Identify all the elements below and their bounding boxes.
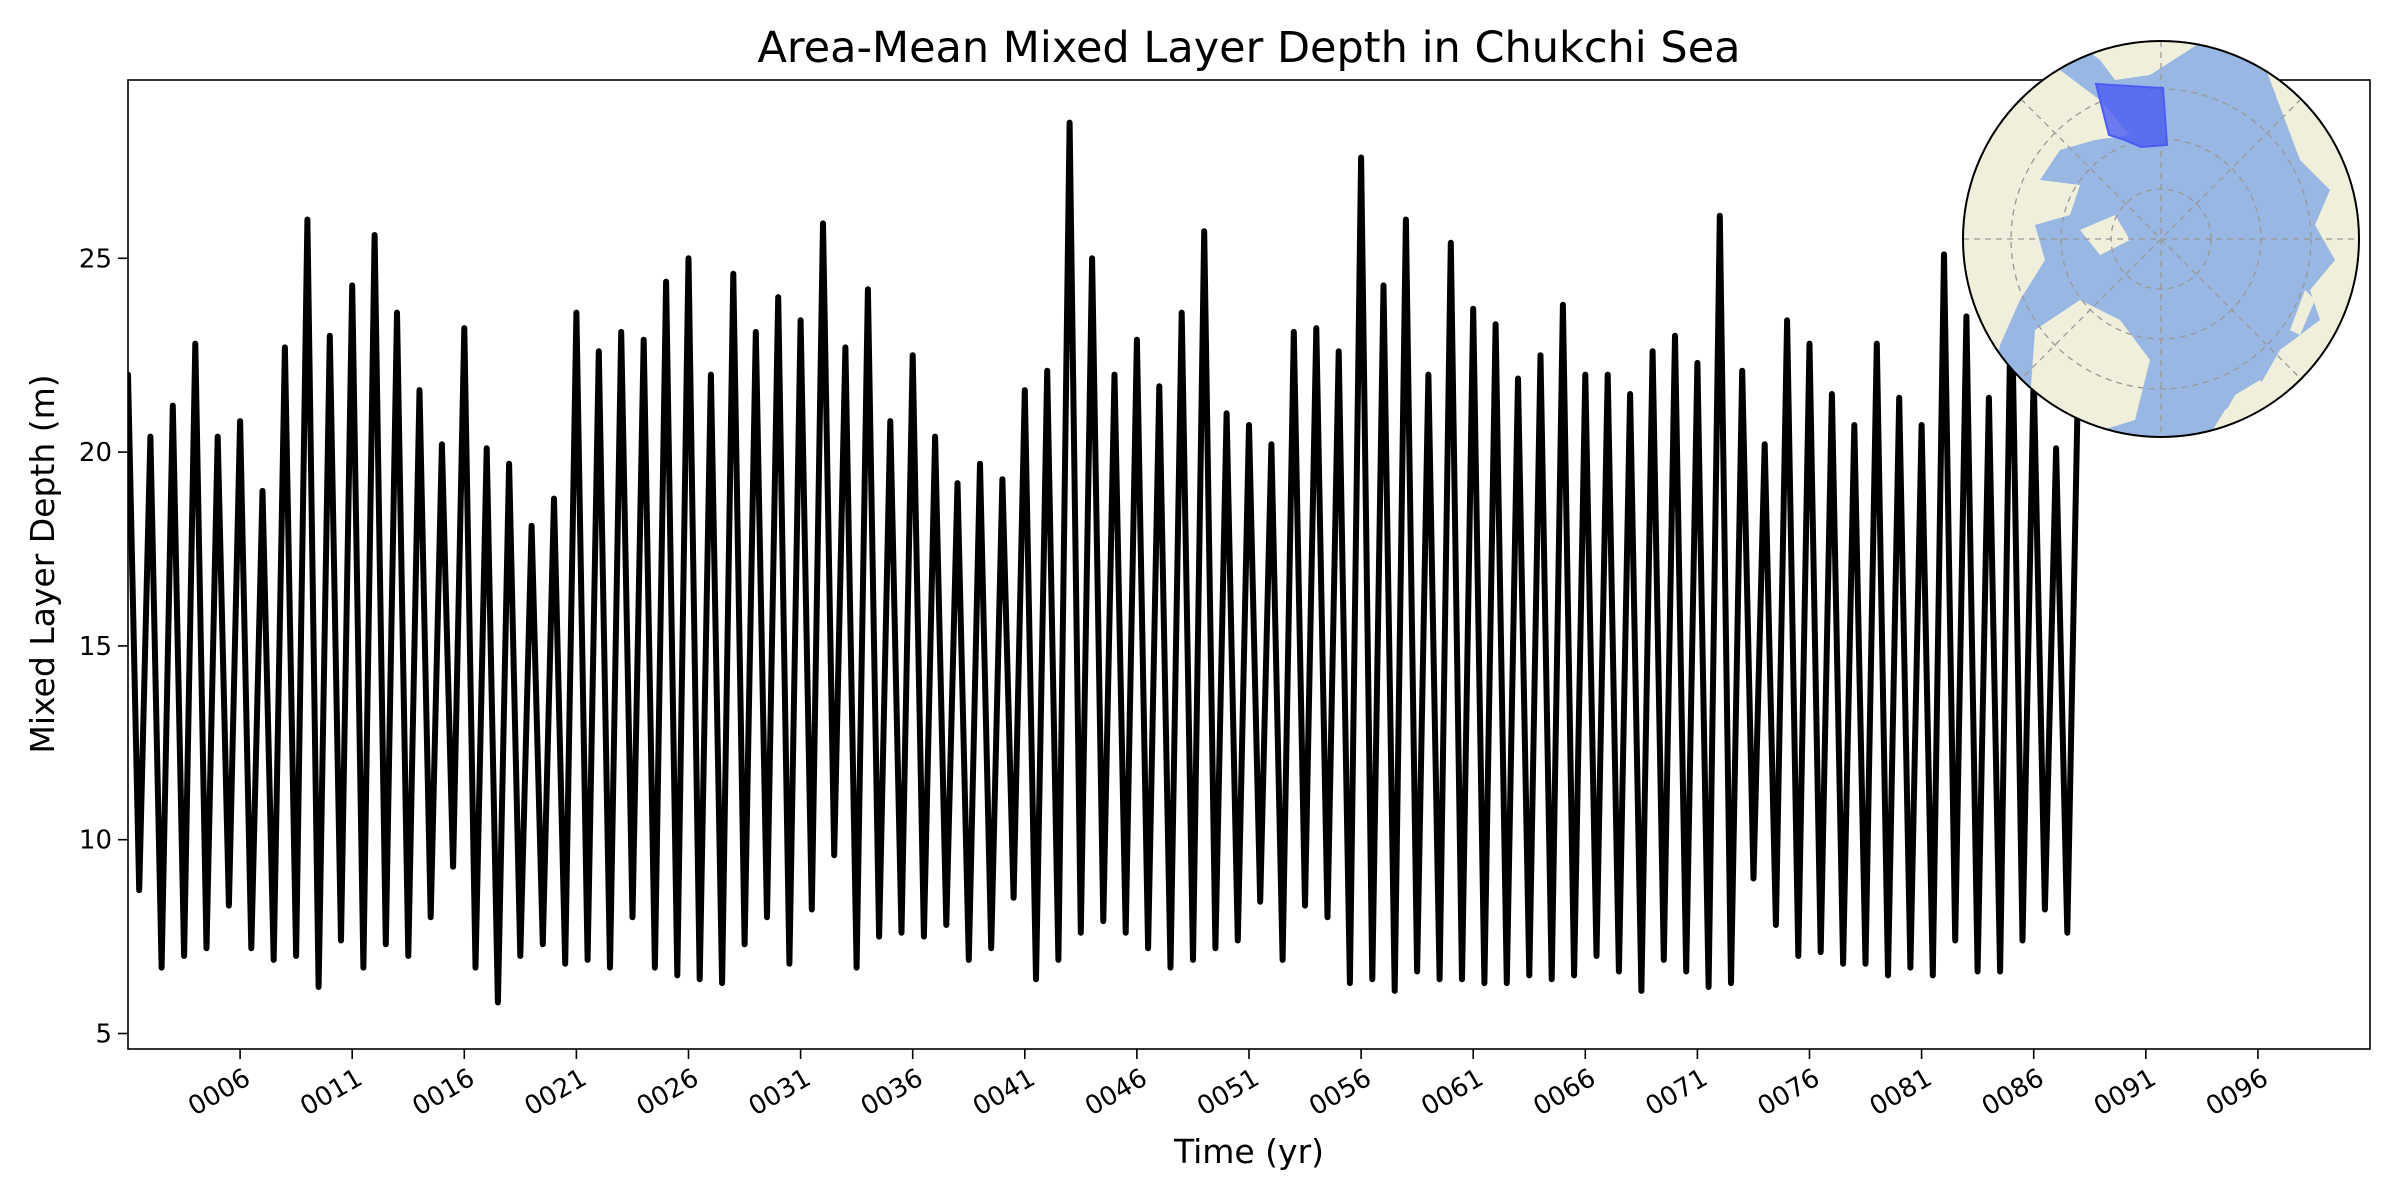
map-land-arctic-archipelago <box>2080 215 2130 255</box>
chart-title: Area-Mean Mixed Layer Depth in Chukchi S… <box>758 23 1741 73</box>
x-tick-label: 0021 <box>520 1063 592 1122</box>
x-tick-label: 0031 <box>744 1063 816 1122</box>
map-land-greenland <box>2030 300 2150 437</box>
x-tick-label: 0051 <box>1192 1063 1264 1122</box>
x-tick-label: 0091 <box>2089 1063 2161 1122</box>
x-tick-label: 0036 <box>856 1063 928 1122</box>
x-tick-label: 0096 <box>2201 1063 2273 1122</box>
x-tick-label: 0026 <box>632 1063 704 1122</box>
chukchi-sea-region <box>2094 82 2169 149</box>
series-line-mixed-layer-depth <box>128 119 2082 1006</box>
y-tick-label: 20 <box>79 438 112 468</box>
x-tick-label: 0041 <box>968 1063 1040 1122</box>
x-tick-label: 0046 <box>1080 1063 1152 1122</box>
x-tick-label: 0061 <box>1416 1063 1488 1122</box>
x-tick-label: 0006 <box>183 1063 255 1122</box>
y-tick-label: 15 <box>79 632 112 662</box>
x-tick-label: 0056 <box>1304 1063 1376 1122</box>
y-tick-label: 5 <box>95 1019 112 1049</box>
x-axis: 0006 0011 0016 0021 0026 0031 0036 0041 0046 0051… <box>183 1049 2273 1122</box>
x-tick-label: 0071 <box>1641 1063 1713 1122</box>
x-tick-label: 0066 <box>1528 1063 1600 1122</box>
x-tick-label: 0011 <box>295 1063 367 1122</box>
x-tick-label: 0081 <box>1865 1063 1937 1122</box>
x-tick-label: 0076 <box>1753 1063 1825 1122</box>
x-axis-label: Time (yr) <box>1173 1132 1324 1171</box>
y-axis-label: Mixed Layer Depth (m) <box>23 374 62 753</box>
x-tick-label: 0086 <box>1977 1063 2049 1122</box>
y-axis: 5 10 15 20 25 <box>79 244 128 1049</box>
y-tick-label: 10 <box>79 826 112 856</box>
data-line-group <box>128 119 2082 1006</box>
x-tick-label: 0016 <box>407 1063 479 1122</box>
map-land-north-america <box>1963 70 2130 400</box>
map-land-novaya-zemlya <box>2290 290 2315 335</box>
y-tick-label: 25 <box>79 244 112 274</box>
map-border <box>1962 40 2360 438</box>
